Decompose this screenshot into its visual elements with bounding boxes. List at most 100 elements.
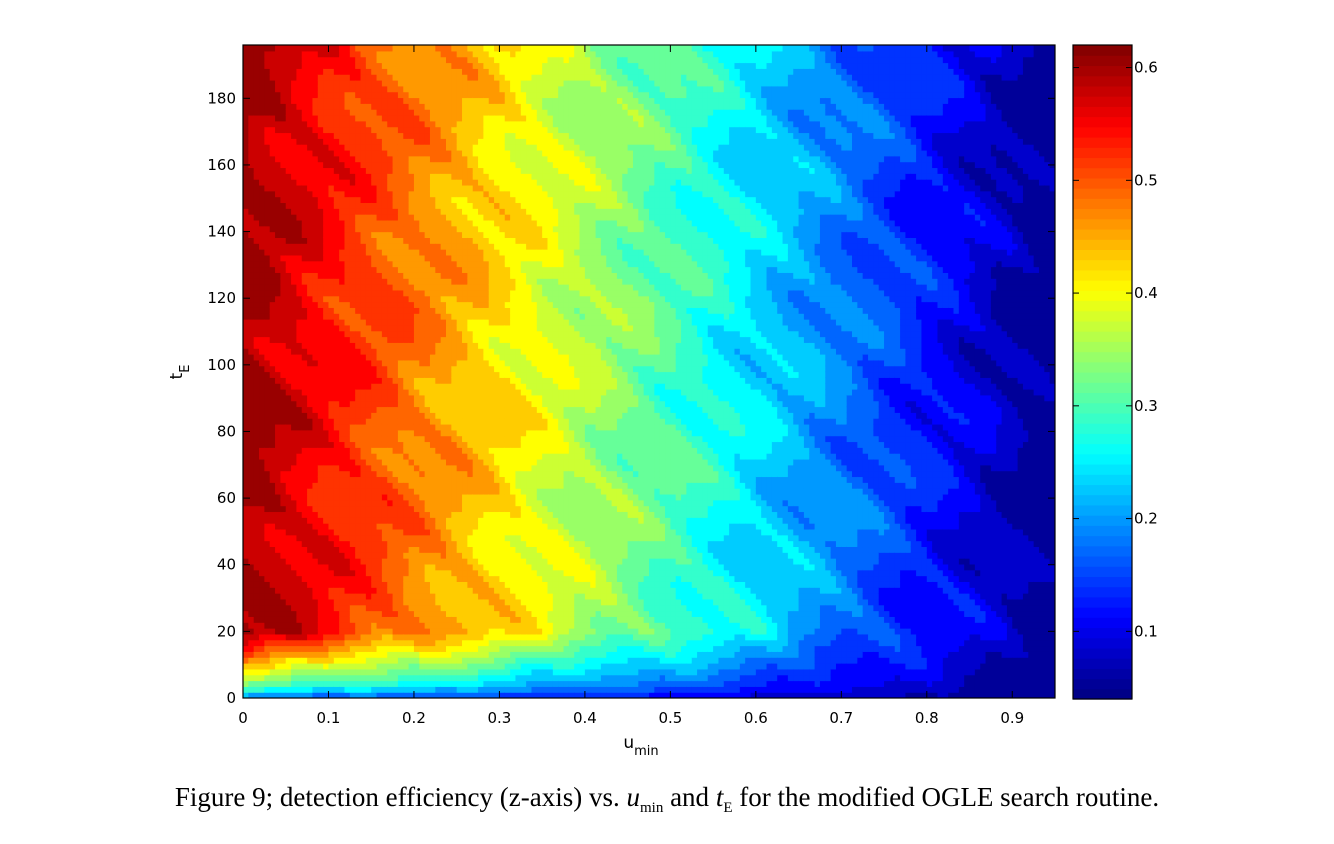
heatmap-cell bbox=[467, 528, 474, 536]
heatmap-cell bbox=[424, 231, 431, 238]
heatmap-cell bbox=[440, 639, 447, 647]
heatmap-cell bbox=[381, 447, 388, 454]
heatmap-cell bbox=[456, 441, 463, 448]
heatmap-cell bbox=[360, 190, 367, 198]
heatmap-cell bbox=[301, 138, 308, 145]
heatmap-cell bbox=[403, 214, 410, 221]
heatmap-cell bbox=[312, 330, 319, 338]
heatmap-cell bbox=[472, 476, 479, 483]
heatmap-cell bbox=[440, 657, 447, 664]
heatmap-cell bbox=[429, 558, 436, 565]
heatmap-cell bbox=[446, 313, 452, 320]
heatmap-cell bbox=[248, 289, 255, 297]
heatmap-cell bbox=[472, 464, 479, 472]
heatmap-cell bbox=[291, 114, 298, 122]
heatmap-cell bbox=[253, 85, 260, 93]
heatmap-cell bbox=[307, 365, 314, 373]
heatmap-cell bbox=[392, 552, 399, 559]
heatmap-cell bbox=[328, 657, 335, 664]
heatmap-cell bbox=[472, 575, 479, 582]
heatmap-cell bbox=[349, 336, 356, 343]
heatmap-cell bbox=[419, 406, 426, 413]
heatmap-cell bbox=[429, 633, 436, 641]
heatmap-cell bbox=[355, 441, 362, 448]
heatmap-cell bbox=[317, 114, 324, 122]
heatmap-cell bbox=[355, 499, 362, 507]
heatmap-cell bbox=[446, 249, 452, 256]
heatmap-cell bbox=[339, 138, 346, 145]
heatmap-cell bbox=[440, 517, 447, 524]
heatmap-cell bbox=[333, 144, 340, 151]
heatmap-cell bbox=[462, 45, 468, 52]
heatmap-cell bbox=[328, 680, 335, 687]
heatmap-cell bbox=[333, 528, 340, 536]
heatmap-cell bbox=[349, 225, 356, 233]
heatmap-cell bbox=[365, 79, 372, 87]
heatmap-cell bbox=[413, 237, 420, 244]
heatmap-cell bbox=[280, 295, 287, 303]
heatmap-cell bbox=[248, 249, 255, 256]
heatmap-cell bbox=[472, 622, 479, 629]
heatmap-cell bbox=[328, 319, 335, 326]
heatmap-cell bbox=[269, 651, 276, 658]
heatmap-cell bbox=[371, 196, 378, 204]
heatmap-cell bbox=[317, 91, 324, 99]
heatmap-cell bbox=[472, 132, 479, 139]
heatmap-cell bbox=[355, 173, 362, 180]
heatmap-cell bbox=[413, 149, 420, 157]
heatmap-cell bbox=[392, 604, 399, 612]
heatmap-cell bbox=[253, 371, 260, 378]
heatmap-cell bbox=[248, 272, 255, 279]
heatmap-cell bbox=[275, 365, 281, 373]
heatmap-cell bbox=[456, 412, 463, 419]
heatmap-cell bbox=[275, 138, 281, 145]
heatmap-cell bbox=[371, 563, 378, 571]
heatmap-cell bbox=[243, 359, 249, 367]
heatmap-cell bbox=[264, 563, 271, 571]
heatmap-cell bbox=[462, 552, 468, 559]
heatmap-cell bbox=[344, 272, 351, 279]
heatmap-cell bbox=[440, 260, 447, 268]
heatmap-cell bbox=[381, 400, 388, 408]
heatmap-cell bbox=[296, 598, 303, 606]
heatmap-cell bbox=[275, 161, 281, 169]
heatmap-cell bbox=[397, 359, 404, 367]
heatmap-cell bbox=[403, 342, 410, 349]
heatmap-cell bbox=[365, 284, 372, 291]
heatmap-cell bbox=[403, 412, 410, 419]
heatmap-cell bbox=[392, 202, 399, 209]
heatmap-cell bbox=[451, 289, 458, 297]
heatmap-cell bbox=[429, 476, 436, 483]
heatmap-cell bbox=[467, 616, 474, 623]
heatmap-cell bbox=[387, 173, 394, 180]
heatmap-cell bbox=[296, 406, 303, 413]
heatmap-cell bbox=[446, 254, 452, 262]
heatmap-cell bbox=[413, 132, 420, 139]
heatmap-cell bbox=[381, 289, 388, 297]
heatmap-cell bbox=[456, 109, 463, 116]
heatmap-cell bbox=[275, 68, 281, 75]
heatmap-cell bbox=[472, 284, 479, 291]
heatmap-cell bbox=[269, 523, 276, 530]
heatmap-cell bbox=[371, 622, 378, 629]
heatmap-cell bbox=[424, 453, 431, 460]
heatmap-cell bbox=[381, 85, 388, 93]
heatmap-cell bbox=[307, 692, 314, 698]
heatmap-cell bbox=[248, 74, 255, 81]
heatmap-cell bbox=[328, 307, 335, 314]
heatmap-cell bbox=[317, 686, 324, 693]
heatmap-cell bbox=[280, 307, 287, 314]
heatmap-cell bbox=[259, 126, 265, 134]
heatmap-cell bbox=[472, 289, 479, 297]
heatmap-cell bbox=[328, 563, 335, 571]
heatmap-cell bbox=[397, 558, 404, 565]
heatmap-cell bbox=[344, 330, 351, 338]
heatmap-cell bbox=[328, 109, 335, 116]
heatmap-cell bbox=[323, 499, 330, 507]
heatmap-cell bbox=[429, 493, 436, 501]
heatmap-cell bbox=[296, 109, 303, 116]
heatmap-cell bbox=[323, 663, 330, 670]
heatmap-cell bbox=[333, 313, 340, 320]
heatmap-cell bbox=[456, 91, 463, 99]
heatmap-cell bbox=[259, 144, 265, 151]
